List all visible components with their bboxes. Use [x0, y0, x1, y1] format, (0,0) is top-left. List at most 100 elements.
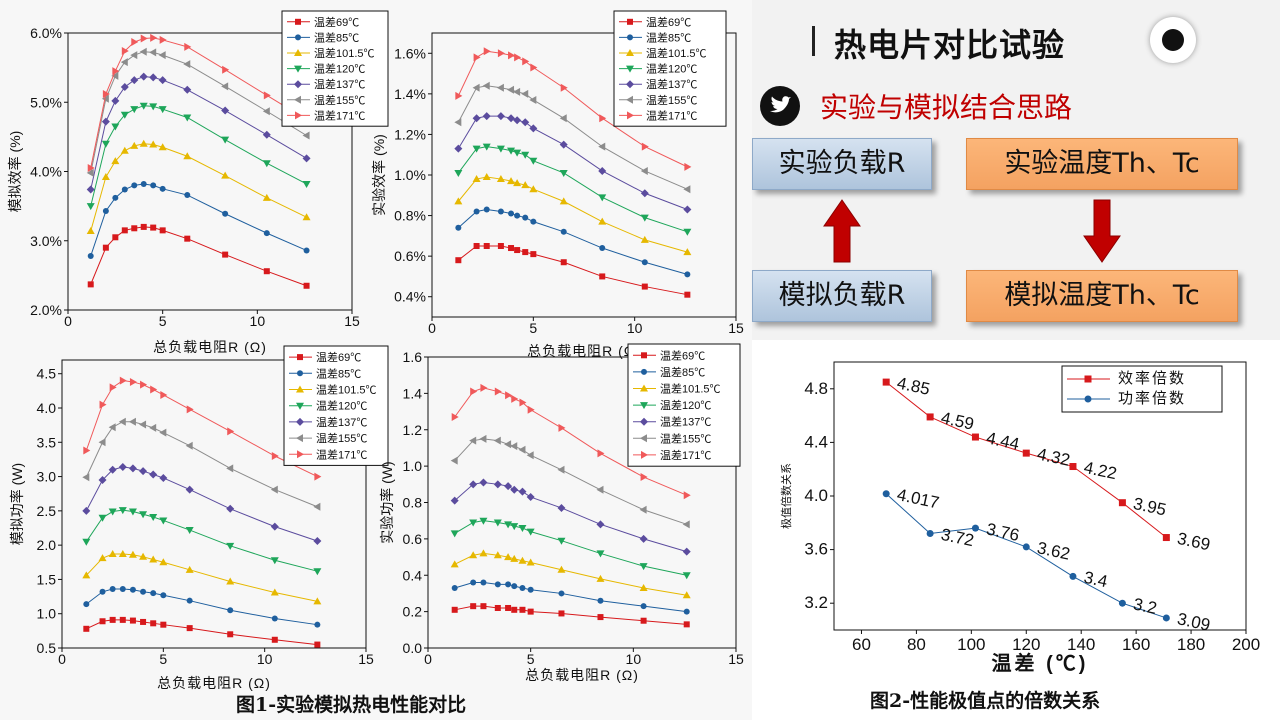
data-point: [158, 143, 167, 151]
data-point: [599, 245, 606, 252]
data-point: [139, 47, 147, 56]
series-line: [885, 493, 1167, 619]
x-axis-label: 总负载电阻R (Ω): [153, 339, 267, 355]
data-point: [221, 82, 229, 91]
data-point: [682, 520, 690, 529]
data-point: [184, 192, 191, 199]
y-tick-label: 5.0%: [30, 94, 62, 110]
record-icon-dot: [1162, 29, 1184, 51]
legend-marker: [626, 80, 634, 89]
y-tick-label: 1.4%: [394, 86, 426, 102]
data-point: [557, 537, 566, 545]
box-simulation-temperature: 模拟温度Th、Tc: [966, 270, 1238, 322]
data-point: [108, 423, 116, 432]
data-point: [527, 405, 535, 414]
legend-marker: [626, 65, 634, 73]
legend-marker: [295, 18, 301, 25]
data-point: [682, 547, 691, 556]
series-line: [86, 619, 318, 646]
data-point: [455, 91, 463, 100]
data-point: [314, 641, 321, 648]
data-point: [121, 47, 129, 56]
data-point: [271, 615, 278, 622]
data-point: [139, 102, 148, 110]
data-point: [128, 464, 137, 473]
data-point: [455, 257, 462, 264]
legend-label: 温差85℃: [646, 30, 691, 44]
data-point: [640, 473, 648, 482]
legend-marker: [640, 434, 647, 443]
data-point: [119, 376, 127, 385]
series-line: [90, 183, 307, 257]
y-tick-label: 3.6: [804, 540, 828, 559]
x-tick-label: 120: [1012, 635, 1040, 654]
data-point: [557, 503, 566, 512]
data-label: 4.32: [1035, 444, 1071, 469]
legend-label: 温差155℃: [660, 431, 711, 445]
legend-label: 温差137℃: [646, 77, 697, 91]
series-line: [90, 76, 307, 190]
data-point: [508, 245, 515, 252]
data-point: [270, 588, 279, 596]
y-tick-label: 0.2: [403, 604, 423, 620]
data-point: [140, 588, 147, 595]
legend-marker: [627, 111, 634, 120]
data-point: [108, 508, 117, 516]
data-point: [183, 152, 192, 160]
data-point: [497, 243, 504, 249]
y-tick-label: 2.5: [37, 503, 57, 519]
legend-label: 温差120℃: [316, 399, 367, 413]
data-point: [508, 51, 516, 60]
legend-label: 温差171℃: [646, 108, 697, 122]
data-point: [119, 586, 126, 593]
data-point: [226, 464, 234, 473]
record-icon: [1150, 17, 1196, 63]
data-point: [527, 586, 534, 593]
chart-exp_pow: 0 5 10 15 0.0 0.2 0.4 0.6 0.8 1.0 1.2 1.4 1.6 总负载电阻R …: [379, 343, 744, 683]
legend-marker: [297, 354, 303, 361]
data-point: [493, 519, 502, 527]
x-tick-label: 10: [250, 313, 266, 329]
data-point: [128, 508, 137, 516]
data-point: [640, 214, 649, 222]
data-point: [99, 618, 106, 625]
series-line: [458, 245, 688, 296]
data-point: [149, 73, 158, 82]
data-point: [118, 417, 126, 426]
data-point: [313, 597, 322, 605]
data-point: [118, 507, 127, 515]
data-point: [521, 118, 530, 127]
legend-marker: [627, 34, 633, 41]
x-axis-label: 总负载电阻R (Ω): [527, 343, 641, 359]
data-point: [557, 465, 565, 474]
data-point: [510, 523, 519, 531]
series-line: [85, 380, 318, 478]
data-point: [102, 89, 110, 98]
data-point: [158, 106, 167, 114]
y-tick-label: 0.6%: [394, 248, 426, 264]
data-point: [641, 259, 648, 266]
data-point: [682, 572, 691, 580]
data-point: [507, 177, 516, 185]
x-tick-label: 15: [358, 651, 374, 667]
data-point: [455, 224, 462, 231]
data-point: [270, 557, 279, 565]
data-point: [494, 604, 501, 611]
data-point: [101, 140, 110, 148]
data-point: [597, 614, 604, 621]
x-tick-label: 0: [424, 651, 432, 667]
data-point: [469, 519, 478, 527]
data-point: [271, 452, 279, 460]
data-point: [513, 116, 522, 125]
data-point: [1022, 449, 1030, 457]
legend-marker: [296, 434, 303, 443]
data-point: [641, 142, 649, 151]
data-point: [473, 208, 480, 215]
data-point: [129, 586, 136, 593]
data-point: [683, 491, 691, 500]
arrow-down-icon: [1083, 199, 1121, 263]
x-tick-label: 160: [1122, 635, 1150, 654]
data-point: [263, 230, 270, 237]
x-tick-label: 140: [1067, 635, 1095, 654]
data-point: [598, 166, 607, 175]
